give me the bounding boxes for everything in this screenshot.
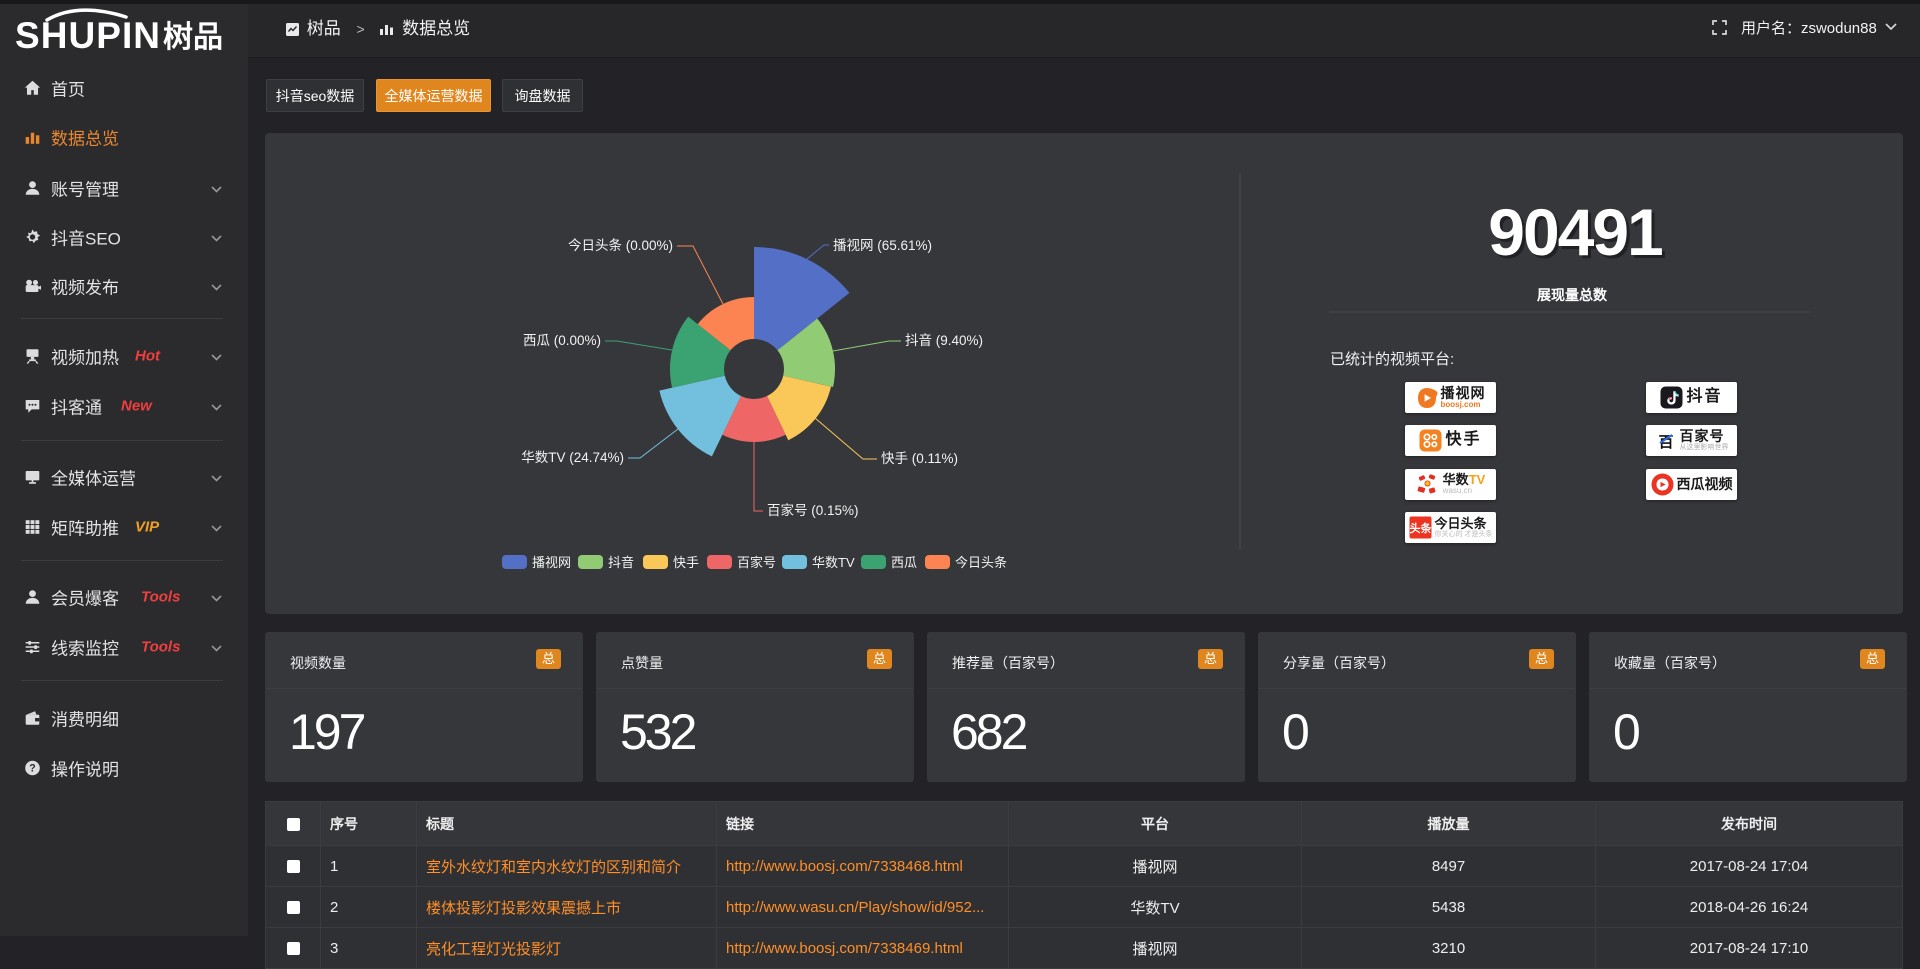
svg-text:已统计的视频平台:: 已统计的视频平台: — [1330, 351, 1454, 368]
svg-text:展现量总数: 展现量总数 — [1537, 287, 1608, 303]
svg-text:华数TV (24.74%): 华数TV (24.74%) — [521, 450, 624, 465]
svg-text:西瓜 (0.00%): 西瓜 (0.00%) — [523, 333, 601, 348]
svg-text:今日头条: 今日头条 — [955, 555, 1007, 570]
svg-text:抖音: 抖音 — [608, 555, 634, 570]
svg-text:树品: 树品 — [163, 21, 223, 54]
svg-text:抖音 (9.40%): 抖音 (9.40%) — [905, 332, 983, 348]
svg-text:今日头条 (0.00%): 今日头条 (0.00%) — [568, 237, 673, 253]
svg-text:播视网 (65.61%): 播视网 (65.61%) — [833, 238, 932, 253]
svg-text:西瓜: 西瓜 — [891, 555, 917, 570]
svg-text:?: ? — [29, 763, 35, 775]
svg-text:90491: 90491 — [1491, 198, 1665, 272]
svg-text:百: 百 — [1658, 434, 1673, 451]
svg-text:90491: 90491 — [1488, 195, 1662, 269]
svg-text:播视网: 播视网 — [532, 555, 571, 570]
svg-text:华数TV: 华数TV — [812, 555, 855, 570]
svg-text:快手 (0.11%): 快手 (0.11%) — [881, 451, 958, 466]
svg-text:SHUPIN: SHUPIN — [15, 15, 160, 56]
svg-text:快手: 快手 — [673, 555, 699, 570]
svg-text:百家号 (0.15%): 百家号 (0.15%) — [767, 502, 859, 518]
svg-text:百家号: 百家号 — [737, 555, 776, 570]
svg-text:头条: 头条 — [1409, 521, 1432, 535]
